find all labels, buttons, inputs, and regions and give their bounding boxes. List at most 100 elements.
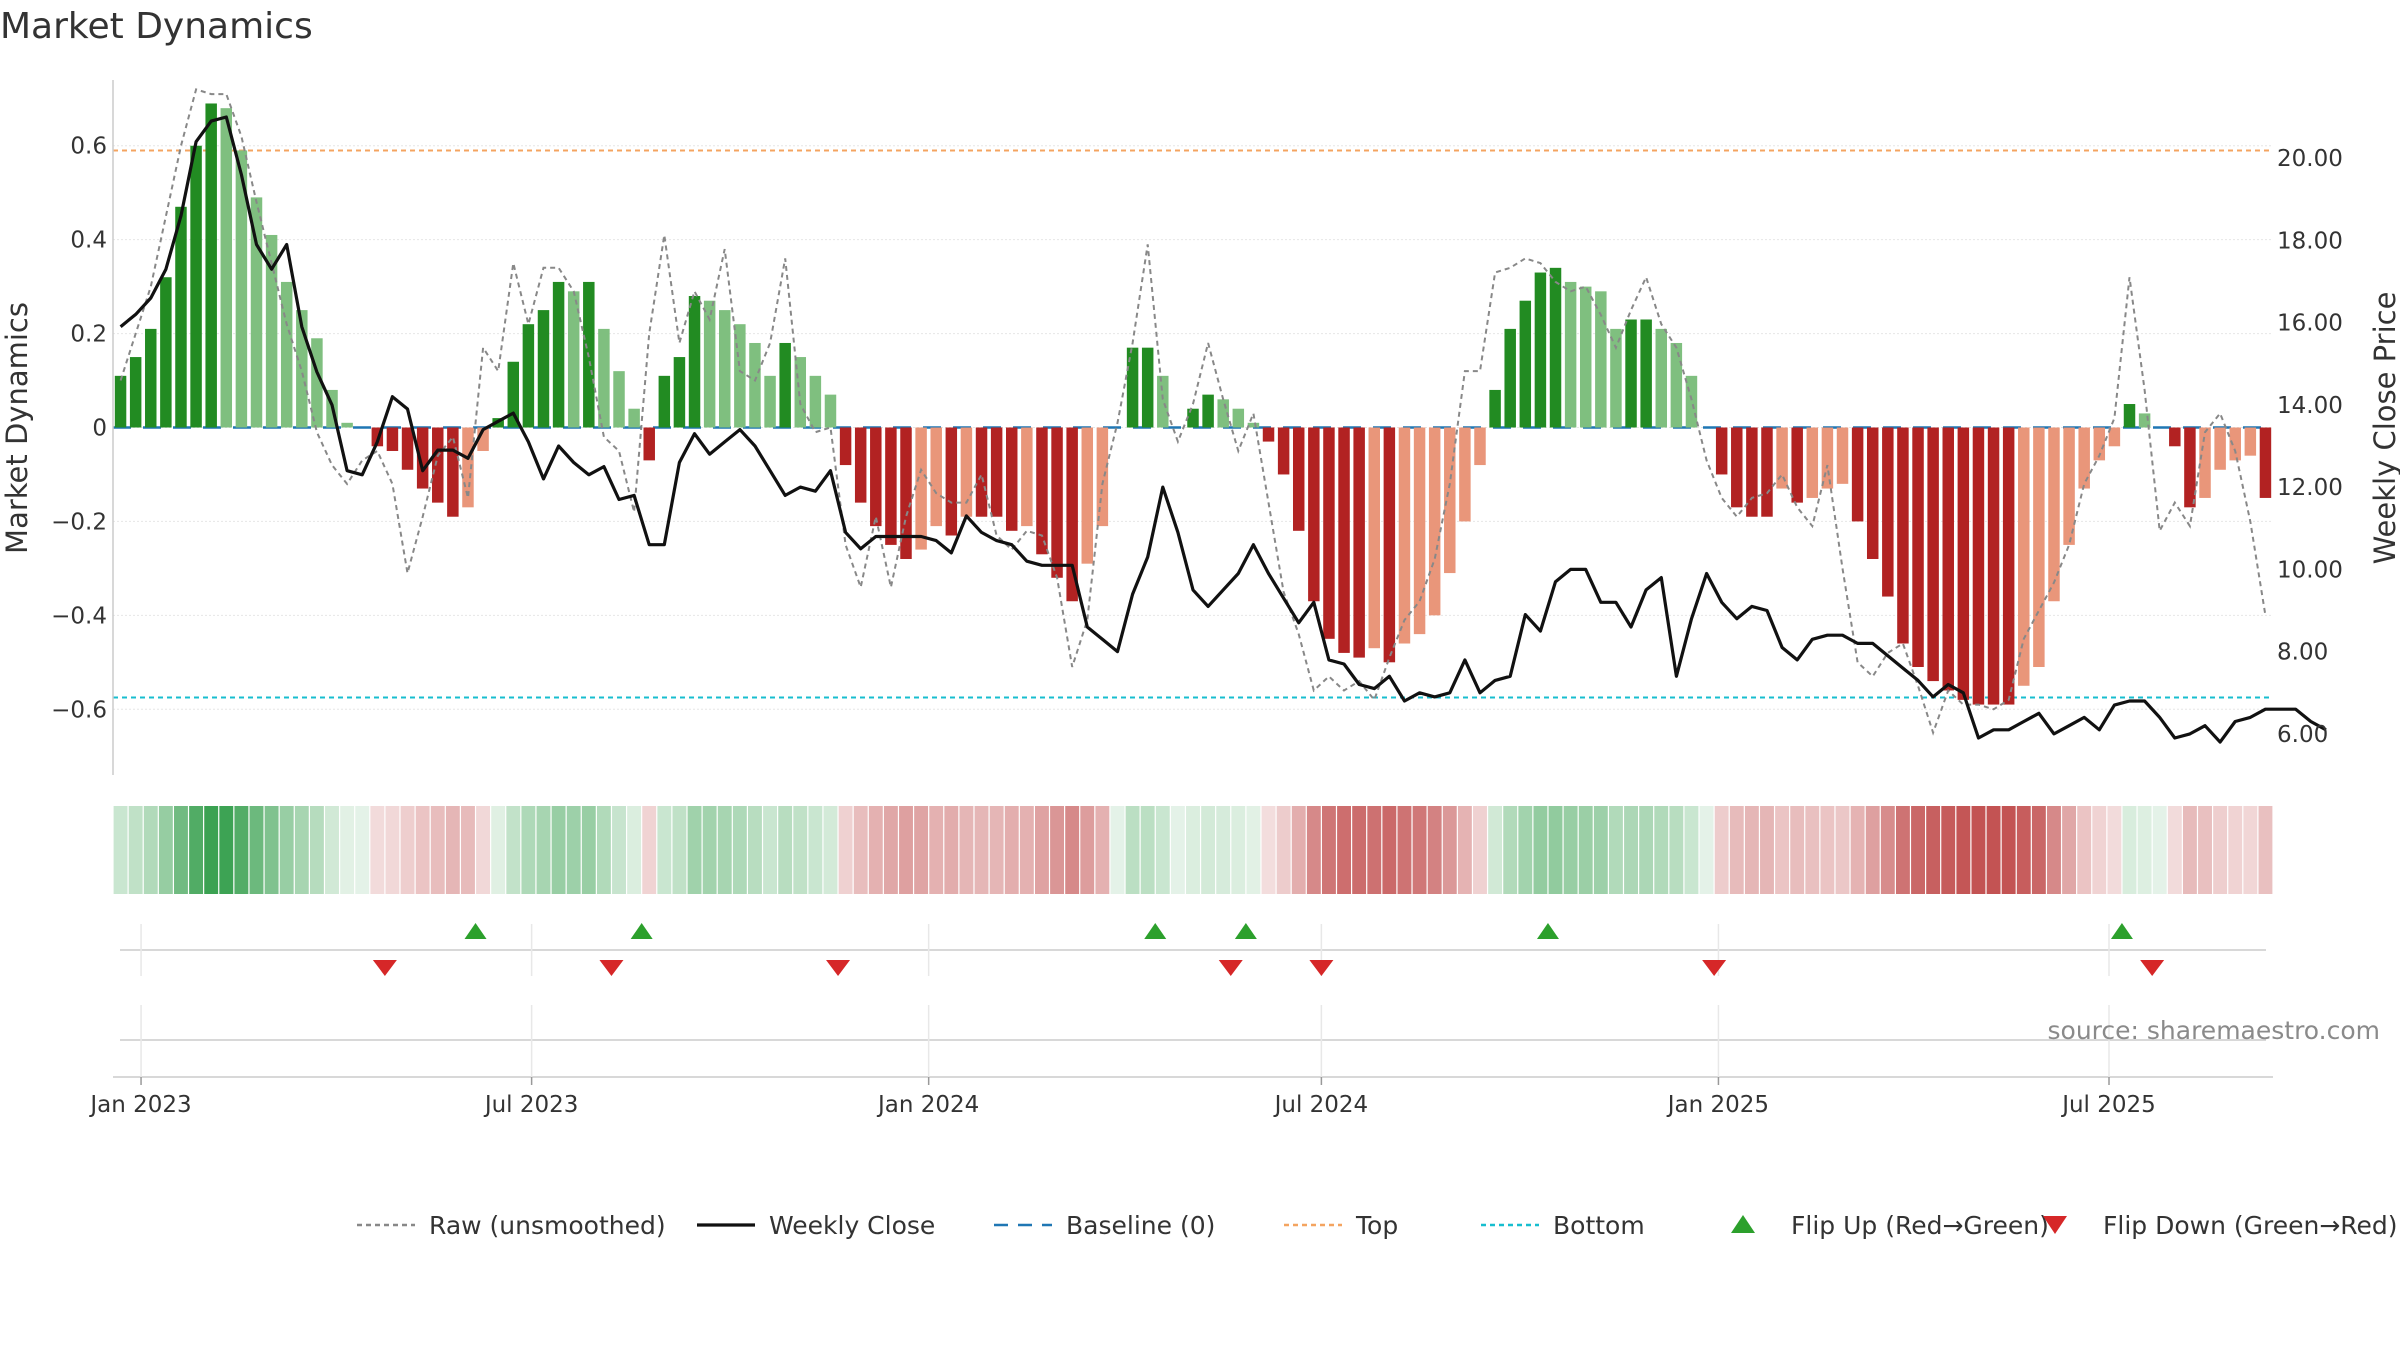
- x-tick-label: Jul 2024: [1273, 1092, 1369, 1118]
- market-dynamics-bar: [598, 328, 610, 428]
- market-dynamics-bar: [960, 427, 973, 517]
- heat-strip-cell: [2016, 806, 2031, 894]
- market-dynamics-bar: [401, 427, 414, 470]
- legend-item: Bottom: [1481, 1211, 1645, 1240]
- heat-strip-cell: [340, 806, 355, 894]
- heat-strip-cell: [1170, 806, 1185, 894]
- heat-strip-cell: [476, 806, 491, 894]
- heat-strip-cell: [1503, 806, 1518, 894]
- market-dynamics-bar: [1595, 291, 1607, 428]
- heat-strip-cell: [1216, 806, 1231, 894]
- heat-strip-cell: [158, 806, 173, 894]
- heat-strip-cell: [1382, 806, 1397, 894]
- market-dynamics-bar: [2033, 427, 2045, 667]
- x-tick-label: Jan 2023: [88, 1092, 191, 1118]
- heat-strip-cell: [1956, 806, 1971, 894]
- flip-up-marker: [1234, 923, 1257, 939]
- heat-strip-cell: [868, 806, 883, 894]
- market-dynamics-bar: [1413, 427, 1426, 635]
- heat-strip-cell: [309, 806, 324, 894]
- market-dynamics-bar: [2214, 427, 2226, 470]
- heat-strip-cell: [778, 806, 793, 894]
- market-dynamics-bar: [854, 427, 867, 503]
- heat-strip-cell: [1775, 806, 1790, 894]
- heat-strip-cell: [914, 806, 929, 894]
- heat-strip-cell: [189, 806, 204, 894]
- market-dynamics-bar: [1474, 427, 1486, 466]
- left-tick-label: −0.6: [51, 697, 107, 723]
- heat-strip-cell: [1986, 806, 2001, 894]
- heat-strip-cell: [838, 806, 853, 894]
- market-dynamics-bar: [1504, 328, 1516, 428]
- market-dynamics-bar: [1126, 347, 1139, 428]
- market-dynamics-bar: [416, 427, 429, 489]
- heat-strip-cell: [294, 806, 309, 894]
- market-dynamics-bar: [432, 427, 444, 503]
- market-dynamics-bar: [915, 427, 927, 550]
- market-dynamics-bar: [870, 427, 882, 527]
- market-dynamics-bar: [1942, 427, 1954, 691]
- market-dynamics-bar: [1761, 427, 1773, 517]
- market-dynamics-bar: [1882, 427, 1894, 597]
- heat-strip-cell: [2243, 806, 2258, 894]
- market-dynamics-bar: [2002, 427, 2015, 705]
- heat-strip-cell: [1065, 806, 1080, 894]
- weekly-close-line: [119, 115, 2327, 744]
- market-dynamics-bar: [175, 206, 187, 428]
- heat-strip-cell: [234, 806, 249, 894]
- heat-strip-cell: [400, 806, 415, 894]
- heat-strip-cell: [1895, 806, 1910, 894]
- market-dynamics-bar: [567, 291, 580, 428]
- heat-strip-cell: [1125, 806, 1140, 894]
- heat-strip-cell: [2198, 806, 2212, 894]
- heat-strip-cell: [1201, 806, 1216, 894]
- left-tick-label: 0: [92, 416, 107, 442]
- flip-down-marker: [2140, 960, 2165, 976]
- heat-strip-cell: [1624, 806, 1638, 894]
- heat-strip-cell: [1865, 806, 1880, 894]
- heat-strip-cell: [974, 806, 989, 894]
- heat-strip-cell: [793, 806, 808, 894]
- heat-strip-cell: [2137, 806, 2152, 894]
- market-dynamics-bar: [900, 427, 912, 559]
- market-dynamics-bar: [1746, 427, 1758, 517]
- left-axis-ticks: 0.6 0.4 0.2 0 −0.2 −0.4 −0.6: [51, 134, 107, 724]
- right-axis-ticks: 20.00 18.00 16.00 14.00 12.00 10.00 8.00 6.00: [2277, 146, 2343, 748]
- market-dynamics-bar: [1141, 347, 1154, 428]
- heat-strip-cell: [1835, 806, 1850, 894]
- heat-strip-cell: [1714, 806, 1729, 894]
- market-dynamics-bar: [537, 310, 550, 428]
- market-dynamics-bar: [1670, 342, 1683, 428]
- market-dynamics-bar: [190, 145, 202, 428]
- heat-strip-cell: [2152, 806, 2167, 894]
- market-dynamics-bar: [975, 427, 988, 517]
- market-dynamics-bar: [1036, 427, 1048, 555]
- left-tick-label: 0.4: [70, 228, 107, 254]
- heat-strip-cell: [264, 806, 279, 894]
- market-dynamics-bar: [613, 371, 625, 428]
- left-tick-label: 0.2: [70, 322, 107, 348]
- heat-strip-cell: [1926, 806, 1941, 894]
- market-dynamics-bar: [2229, 427, 2241, 461]
- market-dynamics-bar: [2184, 427, 2196, 508]
- heat-strip-cell: [1457, 806, 1472, 894]
- right-tick-label: 14.00: [2277, 393, 2343, 419]
- heat-strip-cell: [929, 806, 944, 894]
- market-dynamics-bar: [658, 375, 671, 428]
- heat-strip-cell: [1306, 806, 1321, 894]
- heat-strip-cell: [1186, 806, 1200, 894]
- raw-line: [119, 88, 2267, 736]
- legend-item: Weekly Close: [697, 1211, 935, 1240]
- market-dynamics-bar: [2018, 427, 2030, 686]
- market-dynamics-bar: [205, 103, 217, 428]
- heat-strip-cell: [1850, 806, 1865, 894]
- market-dynamics-bar: [1292, 427, 1305, 531]
- right-tick-label: 12.00: [2277, 475, 2343, 501]
- market-dynamics-bar: [1897, 427, 1909, 644]
- heat-strip-cell: [1352, 806, 1367, 894]
- market-dynamics-bar: [2093, 427, 2106, 461]
- heat-strip-cell: [2001, 806, 2016, 894]
- market-dynamics-bar: [145, 328, 157, 428]
- legend-label: Flip Down (Green→Red): [2103, 1211, 2398, 1240]
- market-dynamics-bar: [522, 324, 535, 428]
